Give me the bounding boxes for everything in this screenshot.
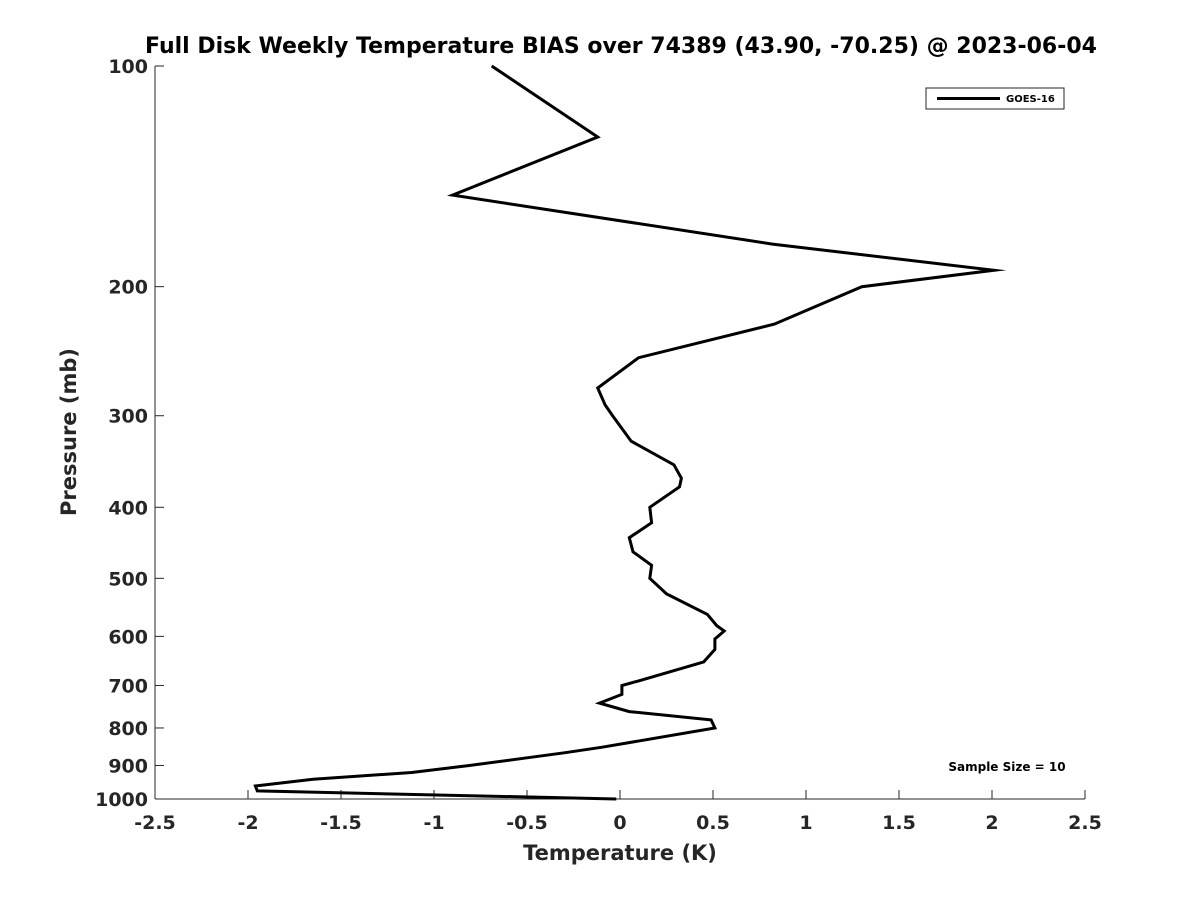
y-tick-label: 800 <box>108 718 148 740</box>
y-tick-label: 300 <box>108 406 148 428</box>
y-tick-label: 900 <box>108 755 148 777</box>
y-tick-label: 1000 <box>95 789 148 811</box>
x-tick-label: 2 <box>985 812 998 834</box>
x-tick-label: -2.5 <box>134 812 176 834</box>
x-tick-label: -1 <box>423 812 444 834</box>
y-tick-label: 200 <box>108 277 148 299</box>
x-tick-label: 0 <box>613 812 626 834</box>
x-axis-label: Temperature (K) <box>523 841 717 865</box>
x-ticks: -2.5 -2 -1.5 -1 -0.5 0 0.5 1 1.5 2 2.5 <box>134 790 1102 834</box>
y-tick-label: 600 <box>108 626 148 648</box>
x-tick-label: -1.5 <box>320 812 362 834</box>
series-line-goes-16 <box>253 64 1007 801</box>
x-tick-label: -0.5 <box>506 812 548 834</box>
x-tick-label: 1 <box>799 812 812 834</box>
sample-size-annotation: Sample Size = 10 <box>948 760 1065 774</box>
legend: GOES-16 <box>925 87 1065 110</box>
x-tick-label: -2 <box>237 812 258 834</box>
x-tick-label: 1.5 <box>882 812 916 834</box>
x-tick-label: 0.5 <box>696 812 730 834</box>
y-tick-label: 100 <box>108 56 148 78</box>
y-tick-label: 500 <box>108 568 148 590</box>
legend-label-goes-16: GOES-16 <box>1006 94 1055 105</box>
x-tick-label: 2.5 <box>1068 812 1102 834</box>
y-axis-label: Pressure (mb) <box>57 348 81 516</box>
y-tick-label: 700 <box>108 675 148 697</box>
chart-title: Full Disk Weekly Temperature BIAS over 7… <box>145 34 1097 59</box>
series-layer <box>253 64 1007 801</box>
y-ticks: 100 200 300 400 500 600 700 800 900 1000 <box>95 56 164 811</box>
y-tick-label: 400 <box>108 497 148 519</box>
axes <box>154 66 1085 800</box>
